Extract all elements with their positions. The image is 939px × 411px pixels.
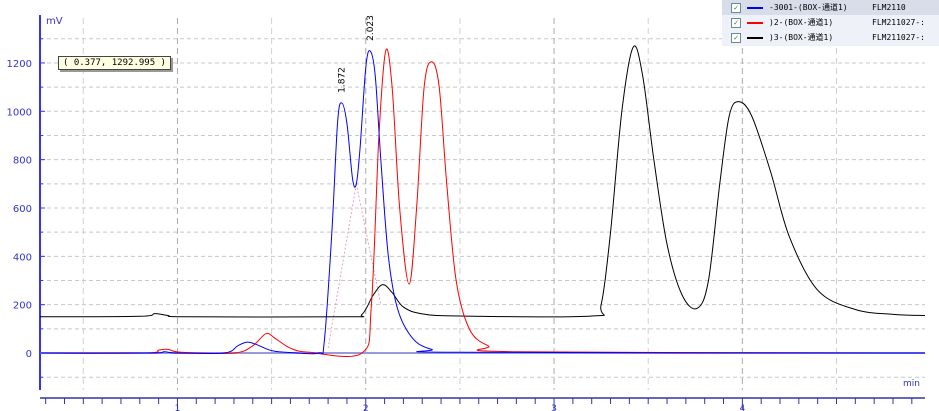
legend-item[interactable]: ✓ -3001-(BOX-通道1) FLM2110: [722, 0, 939, 15]
legend: ✓ -3001-(BOX-通道1) FLM2110 ✓ )2-(BOX-通道1)…: [722, 0, 939, 46]
series-line: [39, 48, 926, 357]
y-tick-label: 800: [13, 156, 32, 167]
legend-file: FLM211027-:: [872, 18, 925, 27]
x-axis-label: min: [903, 379, 920, 389]
y-tick-label: 1000: [7, 107, 32, 118]
y-axis-label: mV: [46, 16, 63, 27]
y-tick-label: 400: [13, 252, 32, 263]
y-tick-label: 600: [13, 204, 32, 215]
peak-label: 2.023: [366, 15, 376, 41]
x-tick-label: 3: [551, 404, 557, 411]
series-line: [39, 50, 926, 355]
peak-label: 1.872: [338, 67, 348, 93]
legend-item[interactable]: ✓ )2-(BOX-通道1) FLM211027-:: [722, 15, 939, 30]
legend-label: )2-(BOX-通道1): [769, 18, 834, 27]
series-swatch: [747, 6, 763, 9]
x-tick-label: 1: [175, 404, 181, 411]
x-tick-label: 4: [739, 404, 745, 411]
checkbox-checked-icon[interactable]: ✓: [731, 2, 741, 13]
legend-item[interactable]: ✓ )3-(BOX-通道1) FLM211027-:: [722, 30, 939, 45]
integration-baseline: [355, 183, 382, 305]
y-tick-label: 1200: [7, 59, 32, 70]
series-swatch: [747, 21, 763, 24]
cursor-tooltip: ( 0.377, 1292.995 ): [58, 56, 171, 70]
legend-label: )3-(BOX-通道1): [769, 33, 834, 42]
series-line: [39, 45, 926, 318]
legend-file: FLM2110: [872, 3, 906, 12]
y-tick-label: 0: [26, 349, 32, 360]
y-tick-label: 200: [13, 301, 32, 312]
legend-label: -3001-(BOX-通道1): [769, 3, 848, 12]
series-swatch: [747, 36, 763, 39]
checkbox-checked-icon[interactable]: ✓: [731, 17, 741, 28]
legend-file: FLM211027-:: [872, 33, 925, 42]
checkbox-checked-icon[interactable]: ✓: [731, 32, 741, 43]
x-tick-label: 2: [363, 404, 369, 411]
